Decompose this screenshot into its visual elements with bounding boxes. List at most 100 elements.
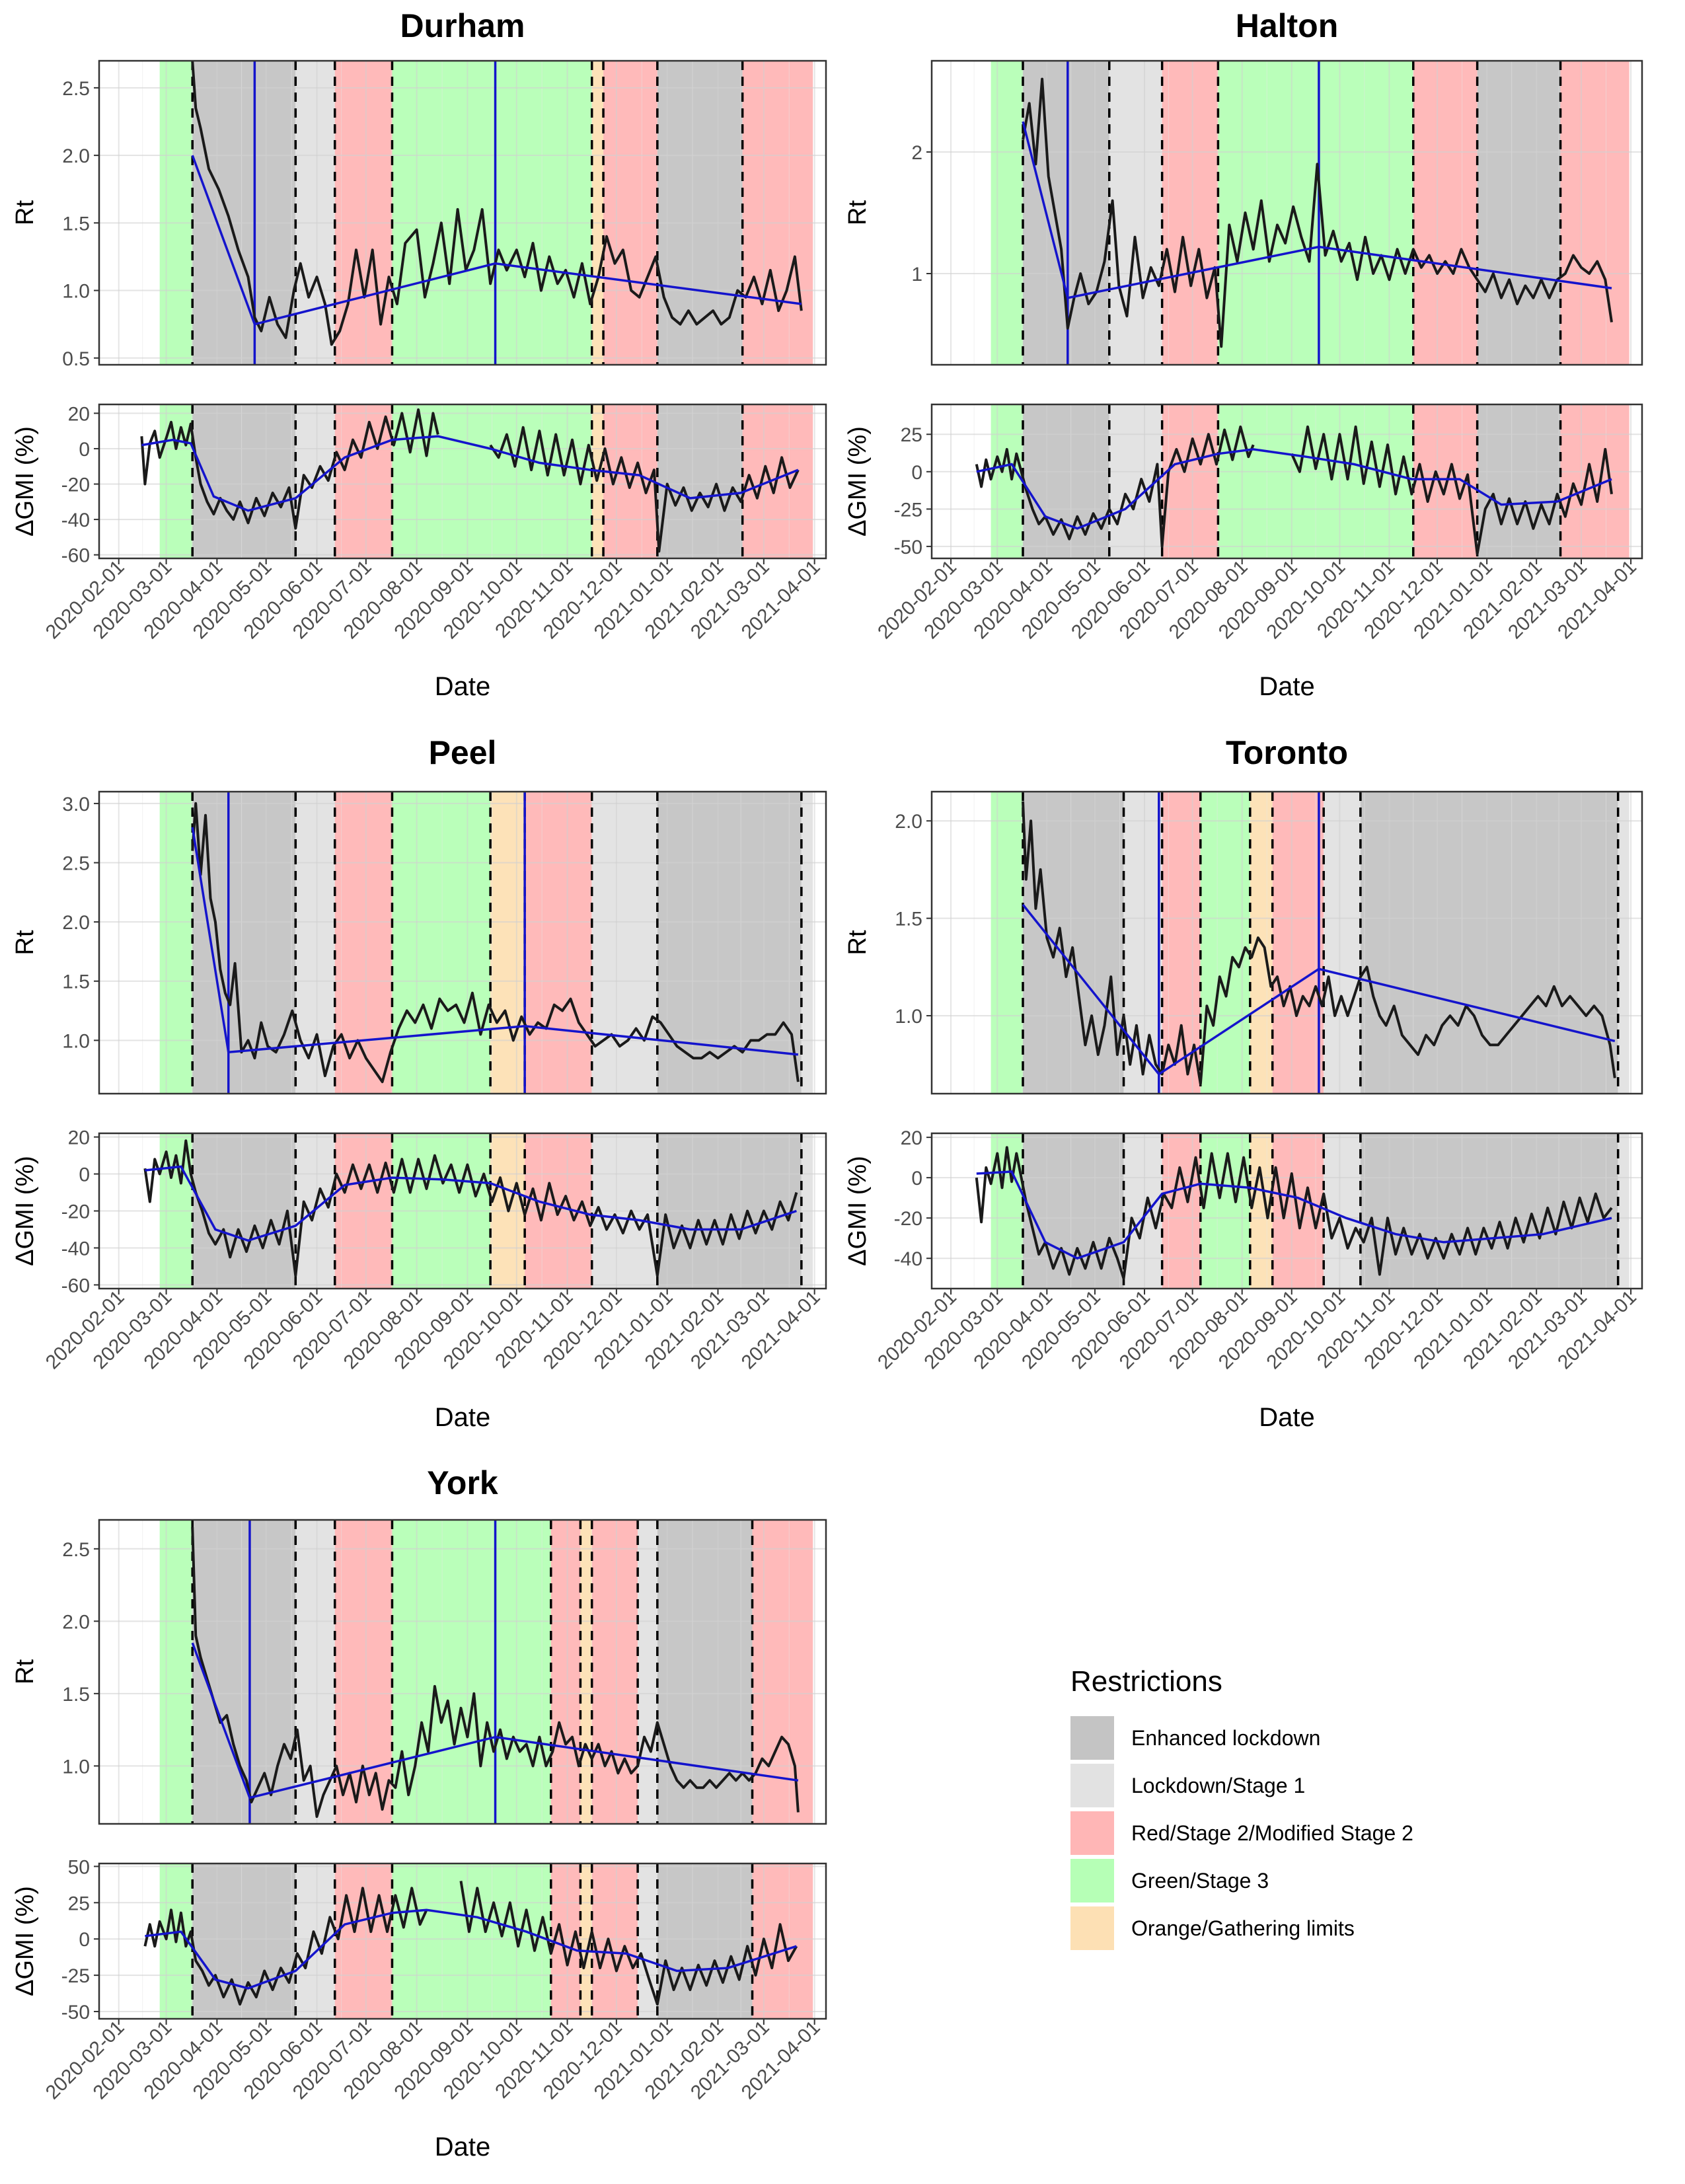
legend-label: Enhanced lockdown — [1131, 1725, 1321, 1750]
period-band-red — [1560, 404, 1629, 558]
y-tick-label: 0.5 — [62, 348, 90, 370]
y-tick-label: 1.5 — [62, 1684, 90, 1706]
y-tick-label: 2.5 — [62, 1539, 90, 1561]
period-band-green — [392, 1520, 551, 1824]
period-band-enh — [192, 61, 296, 365]
y-tick-label: 2.5 — [62, 78, 90, 100]
legend-label: Red/Stage 2/Modified Stage 2 — [1131, 1821, 1413, 1845]
period-band-red — [603, 61, 657, 365]
plot-frame — [98, 790, 827, 1095]
period-band-enh — [657, 404, 743, 558]
legend-swatch — [1070, 1811, 1114, 1855]
gmi-subplot: -60 -40 -20 0 20 ΔGMI (%) — [11, 403, 827, 567]
rt-series-line — [191, 802, 800, 1084]
rt-y-axis-label: Rt — [844, 200, 872, 225]
x-axis-label: Date — [1259, 672, 1315, 701]
y-tick-label: 1 — [911, 264, 922, 285]
legend-title: Restrictions — [1070, 1665, 1222, 1698]
period-band-enh — [1360, 792, 1618, 1094]
period-band-green — [991, 792, 1024, 1094]
rt-subplot: 1 2 Rt — [844, 59, 1643, 366]
y-tick-label: 50 — [68, 1856, 90, 1878]
period-band-green — [159, 61, 193, 365]
y-tick-label: -60 — [61, 545, 90, 567]
y-tick-label: 1.5 — [895, 909, 922, 930]
y-tick-label: 25 — [901, 424, 922, 446]
period-band-enh — [1360, 1133, 1618, 1289]
y-tick-label: -50 — [61, 2002, 90, 2023]
y-tick-label: -20 — [894, 1208, 922, 1230]
y-tick-label: -20 — [61, 474, 90, 496]
y-tick-label: 20 — [68, 1127, 90, 1149]
panel-title: York — [427, 1464, 498, 1501]
rt-subplot: 1.0 1.5 2.0 Rt — [844, 790, 1643, 1095]
y-tick-label: -40 — [61, 509, 90, 531]
panel-durham: Durham 0.5 1.0 1.5 2.0 2.5 Rt -60 -40 -20 0 20 ΔGMI … — [11, 7, 827, 701]
y-tick-label: 2 — [911, 142, 922, 164]
period-band-lock — [295, 792, 335, 1094]
y-tick-label: -25 — [61, 1965, 90, 1987]
period-band-red — [591, 1864, 638, 2019]
y-tick-label: -25 — [894, 499, 922, 521]
y-tick-label: 1.0 — [62, 1756, 90, 1778]
legend-label: Green/Stage 3 — [1131, 1868, 1269, 1893]
rt-y-axis-label: Rt — [11, 1659, 39, 1684]
period-band-red — [525, 792, 592, 1094]
legend: Restrictions Enhanced lockdown Lockdown/… — [1070, 1665, 1573, 1952]
y-tick-label: 0 — [79, 1164, 90, 1186]
rt-trend-line — [191, 155, 802, 326]
period-band-red — [1560, 61, 1629, 365]
period-band-lock — [295, 61, 335, 365]
plot-frame — [98, 1519, 827, 1825]
gmi-series-line — [143, 1139, 798, 1277]
y-tick-label: 2.0 — [62, 912, 90, 934]
rt-y-axis-label: Rt — [11, 930, 39, 955]
period-band-lock — [1109, 61, 1162, 365]
y-tick-label: -40 — [894, 1248, 922, 1270]
rt-y-axis-label: Rt — [844, 930, 872, 955]
legend-label: Lockdown/Stage 1 — [1131, 1773, 1306, 1797]
period-band-enh — [192, 1520, 296, 1824]
period-band-enh — [657, 1864, 753, 2019]
gmi-trend-line — [145, 1165, 797, 1242]
rt-subplot: 1.0 1.5 2.0 2.5 Rt — [11, 1519, 827, 1825]
y-tick-label: 3.0 — [62, 794, 90, 815]
period-band-lock — [1123, 792, 1162, 1094]
period-band-green — [991, 404, 1024, 558]
period-band-red — [334, 1864, 393, 2019]
legend-swatch — [1070, 1764, 1114, 1807]
period-band-enh — [192, 792, 296, 1094]
plot-frame — [930, 1132, 1643, 1290]
period-band-red — [591, 1520, 638, 1824]
plot-frame — [930, 403, 1643, 560]
period-band-red — [550, 1864, 581, 2019]
x-axis-label: Date — [435, 672, 491, 701]
legend-swatch — [1070, 1906, 1114, 1950]
gmi-subplot: -50 -25 0 25 ΔGMI (%) — [844, 403, 1643, 560]
y-tick-label: 2.0 — [62, 1611, 90, 1633]
x-axis-label: Date — [435, 2132, 491, 2162]
rt-trend-line — [191, 1642, 799, 1799]
period-band-red — [334, 792, 393, 1094]
panel-peel: Peel 1.0 1.5 2.0 2.5 3.0 Rt -60 -40 -20 0 20 ΔGMI (%… — [11, 734, 827, 1432]
gmi-y-axis-label: ΔGMI (%) — [844, 1156, 872, 1266]
y-tick-label: 1.0 — [62, 1030, 90, 1052]
y-tick-label: 1.0 — [895, 1006, 922, 1028]
gmi-trend-line — [976, 448, 1612, 530]
y-tick-label: 20 — [901, 1127, 922, 1149]
period-band-red — [1162, 61, 1218, 365]
period-band-red — [1413, 61, 1478, 365]
period-band-orange — [591, 61, 604, 365]
plot-frame — [98, 1862, 827, 2020]
rt-series-line — [1022, 801, 1616, 1086]
y-tick-label: 2.0 — [895, 811, 922, 833]
y-tick-label: -60 — [61, 1275, 90, 1297]
period-band-enh — [1477, 61, 1561, 365]
period-band-green — [392, 1864, 551, 2019]
period-band-green — [159, 404, 193, 558]
gmi-y-axis-label: ΔGMI (%) — [11, 1156, 39, 1266]
panel-title: Toronto — [1226, 734, 1348, 771]
gmi-y-axis-label: ΔGMI (%) — [844, 426, 872, 537]
legend-item-lockdown-stage1: Lockdown/Stage 1 — [1070, 1762, 1573, 1809]
